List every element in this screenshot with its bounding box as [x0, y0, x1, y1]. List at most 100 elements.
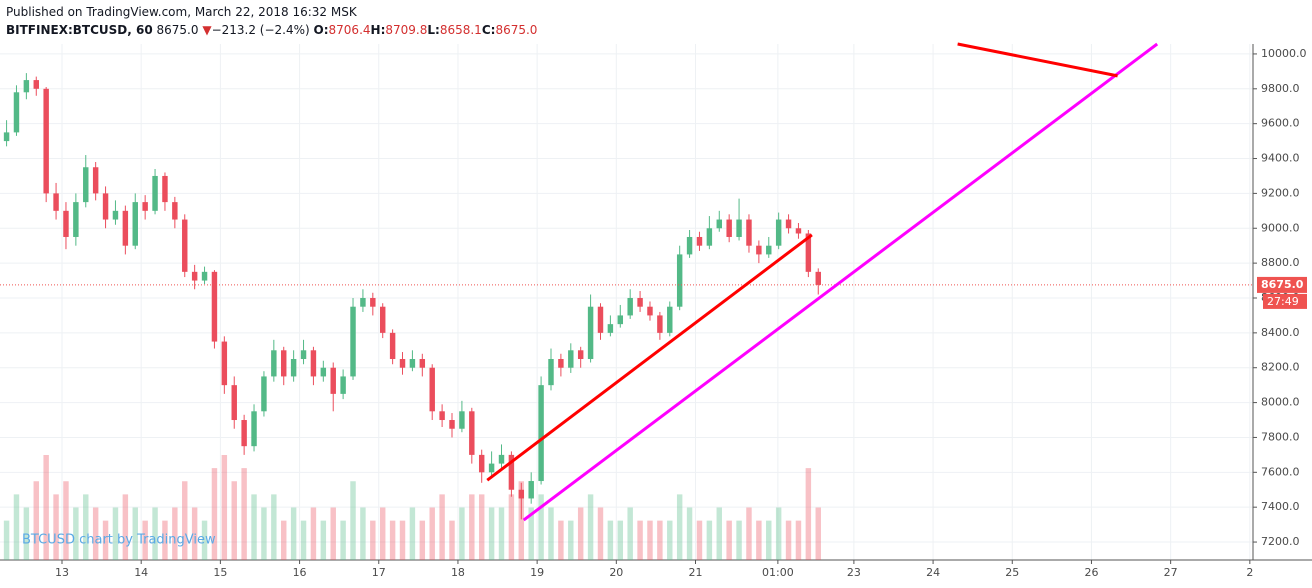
- volume-bar: [538, 494, 544, 560]
- candle-body: [775, 219, 782, 246]
- candle-body: [706, 228, 713, 246]
- trend-line: [486, 233, 813, 482]
- volume-bar: [132, 507, 138, 560]
- volume-bar: [241, 468, 247, 560]
- change: −213.2 (−2.4%): [211, 23, 310, 37]
- volume-bar: [746, 507, 752, 560]
- x-tick-label: 01:00: [762, 566, 794, 579]
- candle-body: [360, 297, 366, 307]
- volume-bar: [152, 507, 158, 560]
- x-tick-label: 18: [451, 566, 465, 579]
- candle-body: [211, 271, 218, 342]
- x-tick-label: 17: [372, 566, 386, 579]
- x-tick-label: 13: [55, 566, 69, 579]
- candle-body: [271, 350, 277, 377]
- y-tick-label: 8400.0: [1261, 326, 1300, 339]
- trend-line: [522, 42, 1159, 522]
- candle-body: [261, 376, 267, 412]
- candle-body: [310, 350, 317, 377]
- candle-body: [83, 167, 89, 203]
- candle-body: [3, 132, 10, 142]
- candle-body: [142, 202, 148, 211]
- volume-bar: [706, 520, 713, 560]
- volume-bar: [112, 507, 119, 560]
- volume-bar: [647, 520, 653, 560]
- volume-bar: [172, 507, 178, 560]
- candle-body: [746, 219, 752, 246]
- x-tick-label: 16: [293, 566, 307, 579]
- volume-bar: [102, 520, 109, 560]
- candle-body: [439, 411, 445, 421]
- candle-body: [785, 219, 792, 229]
- volume-bar: [261, 507, 267, 560]
- y-tick-label: 9200.0: [1261, 186, 1300, 199]
- volume-bar: [13, 494, 20, 560]
- candle-body: [350, 306, 356, 377]
- volume-bar: [429, 507, 435, 560]
- volume-bar: [439, 494, 445, 560]
- x-tick-label: 19: [530, 566, 544, 579]
- ohlc-key: C:: [481, 23, 496, 37]
- candle-body: [528, 481, 534, 499]
- candle-body: [290, 359, 297, 377]
- volume-bar: [360, 507, 366, 560]
- title: Published on TradingView.com, March 22, …: [6, 5, 357, 19]
- volume-bar: [63, 481, 69, 560]
- candle-body: [399, 359, 406, 368]
- volume-bar: [805, 468, 812, 560]
- volume-bar: [508, 494, 515, 560]
- countdown: 27:49: [1267, 295, 1299, 308]
- y-tick-label: 9600.0: [1261, 117, 1300, 130]
- candle-body: [637, 297, 643, 307]
- volume-bar: [409, 507, 416, 560]
- volume-bar: [686, 507, 693, 560]
- candle-body: [607, 324, 614, 333]
- candle-body: [320, 367, 327, 377]
- candle-body: [696, 236, 703, 246]
- candle-body: [577, 350, 584, 360]
- volume-bar: [182, 481, 188, 560]
- candle-body: [518, 489, 525, 499]
- candle-body: [508, 454, 515, 490]
- volume-bar: [518, 481, 525, 560]
- candle-body: [251, 411, 257, 447]
- volume-bar: [350, 481, 356, 560]
- ohlc-value: 8709.8: [385, 23, 428, 37]
- candle-body: [548, 359, 554, 386]
- candle-body: [201, 271, 208, 281]
- candle-body: [805, 233, 812, 272]
- candle-body: [419, 359, 426, 368]
- y-tick-label: 9000.0: [1261, 221, 1300, 234]
- y-tick-label: 9800.0: [1261, 82, 1300, 95]
- volume-bar: [33, 481, 39, 560]
- volume-bar: [766, 520, 772, 560]
- x-tick-label: 25: [1005, 566, 1019, 579]
- volume-bar: [478, 494, 485, 560]
- candle-body: [43, 88, 49, 194]
- candle-body: [756, 245, 762, 255]
- candle-body: [102, 193, 109, 220]
- symbol: BITFINEX:BTCUSD, 60: [6, 23, 153, 37]
- x-tick-label: 27: [1164, 566, 1178, 579]
- volume-bar: [449, 520, 455, 560]
- candle-body: [736, 219, 742, 237]
- candle-body: [815, 271, 821, 285]
- x-tick-label: 26: [1084, 566, 1098, 579]
- watermark: BTCUSD chart by TradingView: [22, 533, 216, 548]
- volume-bar: [211, 468, 218, 560]
- y-tick-label: 7400.0: [1261, 500, 1300, 513]
- volume-bar: [726, 520, 732, 560]
- volume-bar: [716, 507, 722, 560]
- volume-bar: [370, 520, 376, 560]
- candle-body: [686, 236, 693, 255]
- candle-body: [469, 411, 475, 455]
- volume-bar: [528, 507, 534, 560]
- x-tick-label: 23: [847, 566, 861, 579]
- volume-bar: [815, 507, 821, 560]
- arrow: ▼: [202, 23, 212, 37]
- volume-bar: [142, 520, 148, 560]
- candle-body: [538, 385, 544, 482]
- ohlc-value: 8706.4: [328, 23, 371, 37]
- y-tick-label: 9400.0: [1261, 152, 1300, 165]
- candle-body: [389, 332, 396, 360]
